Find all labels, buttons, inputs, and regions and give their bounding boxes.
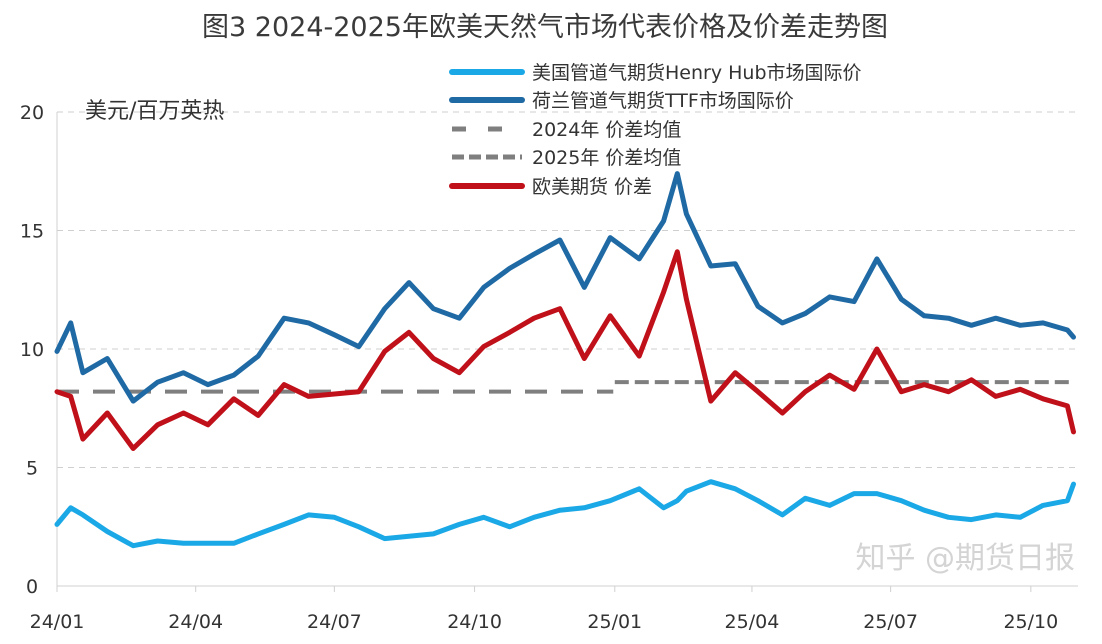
x-tick-label: 24/01: [30, 611, 85, 633]
x-tick-labels: 24/01 24/04 24/07 24/10 25/01 25/04 25/07 25/10: [30, 586, 1058, 633]
series-line-0: [54, 479, 1076, 549]
y-tick-label: 15: [20, 221, 44, 243]
legend-label: 欧美期货 价差: [532, 176, 652, 198]
chart-title: 图3 2024-2025年欧美天然气市场代表价格及价差走势图: [202, 12, 888, 43]
x-tick-label: 24/10: [447, 611, 502, 633]
y-tick-label: 20: [20, 102, 44, 124]
series-line-1: [54, 171, 1076, 404]
legend-label: 美国管道气期货Henry Hub市场国际价: [532, 62, 862, 84]
series-line-4: [54, 249, 1076, 451]
y-tick-label: 10: [20, 339, 44, 361]
gridlines: [57, 111, 1078, 468]
y-tick-labels: 0 5 10 15 20: [20, 102, 44, 598]
legend-label: 荷兰管道气期货TTF市场国际价: [532, 90, 794, 112]
y-axis-unit-label: 美元/百万英热: [85, 99, 224, 124]
legend-label: 2024年 价差均值: [532, 119, 681, 141]
x-tick-label: 25/04: [725, 611, 780, 633]
legend-label: 2025年 价差均值: [532, 147, 681, 169]
x-tick-label: 25/01: [587, 611, 642, 633]
x-tick-label: 25/10: [1003, 611, 1058, 633]
series-lines: [54, 171, 1076, 549]
x-tick-label: 24/07: [307, 611, 362, 633]
watermark: 知乎 @期货日报: [855, 541, 1075, 576]
x-tick-label: 25/07: [863, 611, 918, 633]
x-tick-label: 24/04: [168, 611, 223, 633]
y-tick-label: 0: [26, 576, 38, 598]
y-tick-label: 5: [26, 458, 38, 480]
